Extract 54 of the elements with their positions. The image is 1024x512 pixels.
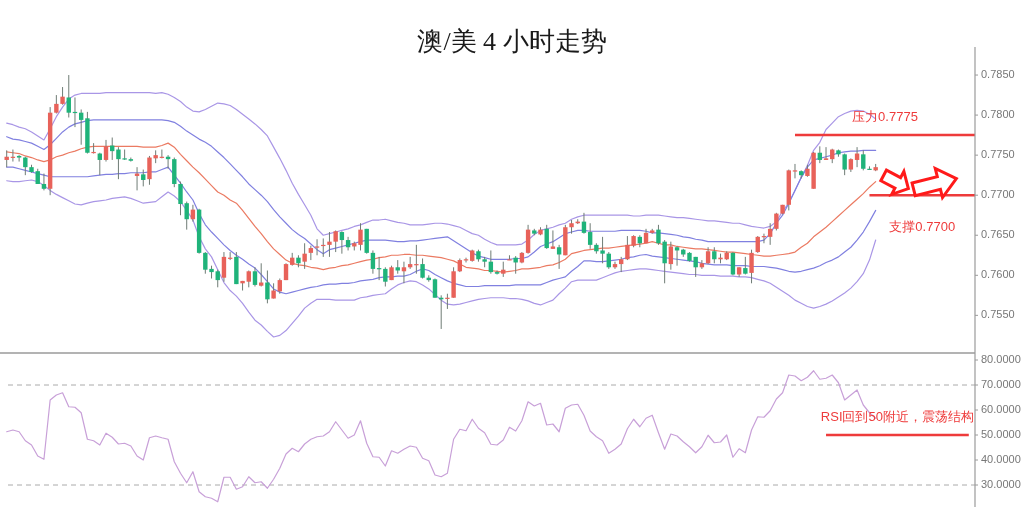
candlestick <box>327 231 332 258</box>
candlestick <box>414 244 419 275</box>
y-tick-label: 0.7650 <box>981 228 1015 241</box>
candlestick <box>147 155 152 186</box>
candlestick <box>581 212 587 235</box>
candlestick <box>66 74 71 118</box>
candlestick <box>420 257 425 279</box>
candlestick <box>445 293 450 310</box>
candlestick <box>302 242 307 270</box>
y-tick-label: 0.7800 <box>981 108 1015 120</box>
candlestick <box>333 229 338 253</box>
candlestick <box>550 229 556 250</box>
y-tick-label: 0.7850 <box>981 67 1015 80</box>
candlestick <box>668 241 674 271</box>
series-label: 压力0.7775 <box>852 109 918 125</box>
candlestick <box>339 230 345 255</box>
candlestick <box>823 146 829 161</box>
candlestick <box>749 249 754 284</box>
candlestick <box>16 154 22 163</box>
candlestick <box>184 201 189 231</box>
candlestick <box>103 139 109 163</box>
y-tick-label: 60.0000 <box>981 402 1021 415</box>
candlestick <box>252 266 258 288</box>
candlestick <box>41 173 47 191</box>
y-tick-label: 30.0000 <box>981 477 1021 490</box>
y-tick-label: 50.0000 <box>981 427 1021 440</box>
candlestick <box>91 142 96 155</box>
series-label: 支撑0.7700 <box>889 219 956 235</box>
y-tick-label: 0.7600 <box>981 268 1015 281</box>
candlestick <box>792 163 798 179</box>
candlestick <box>358 222 363 251</box>
candlestick <box>383 266 388 288</box>
candlestick <box>767 222 773 246</box>
y-tick-label: 70.0000 <box>981 377 1021 390</box>
candlestick <box>314 238 320 256</box>
line-series <box>6 142 877 273</box>
candlestick <box>265 269 270 304</box>
y-tick-label: 80.0000 <box>981 352 1021 365</box>
candlestick <box>370 249 376 275</box>
y-tick-label: 0.7550 <box>981 308 1015 321</box>
candlestick <box>178 181 183 216</box>
y-tick-label: 0.7700 <box>981 188 1015 201</box>
candlestick <box>494 269 500 275</box>
y-tick-label: 0.7750 <box>981 148 1015 161</box>
candlestick <box>587 222 593 250</box>
candlestick <box>525 224 531 255</box>
chart-title: 澳/美 4 小时走势 <box>417 27 607 56</box>
candlestick <box>23 156 28 176</box>
candlestick <box>861 149 866 171</box>
line-series <box>6 179 877 338</box>
candlestick <box>221 251 227 283</box>
y-tick-label: 40.0000 <box>981 452 1021 465</box>
candlestick <box>867 165 872 171</box>
series-label: RSI回到50附近，震荡结构 <box>820 409 974 424</box>
